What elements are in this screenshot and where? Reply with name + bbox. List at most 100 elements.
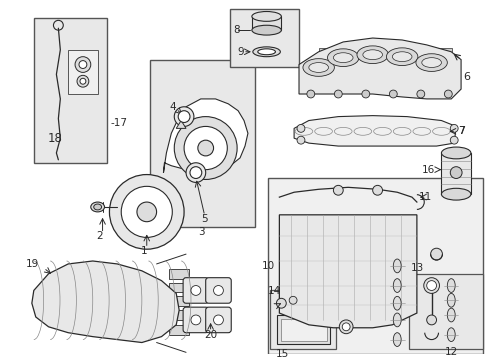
Text: -17: -17	[110, 118, 127, 129]
Bar	[68, 50, 98, 94]
Circle shape	[296, 125, 305, 132]
Circle shape	[342, 323, 349, 331]
Ellipse shape	[386, 48, 417, 66]
Text: 1: 1	[140, 246, 147, 256]
Circle shape	[306, 90, 314, 98]
Ellipse shape	[251, 12, 281, 21]
Ellipse shape	[391, 52, 411, 62]
Circle shape	[288, 296, 296, 304]
Bar	[441, 153, 470, 194]
Polygon shape	[298, 38, 460, 99]
Bar	[269, 291, 336, 350]
Circle shape	[178, 111, 190, 122]
Ellipse shape	[392, 333, 400, 346]
Ellipse shape	[441, 188, 470, 200]
Circle shape	[423, 278, 439, 293]
FancyBboxPatch shape	[205, 307, 231, 333]
Circle shape	[137, 202, 156, 222]
Circle shape	[333, 185, 343, 195]
Ellipse shape	[257, 49, 275, 55]
Bar	[436, 48, 451, 67]
Circle shape	[449, 125, 457, 132]
Ellipse shape	[392, 296, 400, 310]
Ellipse shape	[362, 50, 382, 60]
Circle shape	[109, 175, 183, 249]
Text: 4: 4	[169, 102, 176, 112]
Bar	[169, 269, 189, 279]
Bar	[251, 17, 281, 30]
Circle shape	[77, 75, 89, 87]
Circle shape	[276, 298, 285, 308]
Circle shape	[426, 281, 436, 291]
Bar	[169, 310, 189, 320]
Bar	[377, 48, 392, 67]
Polygon shape	[279, 215, 416, 328]
Ellipse shape	[356, 46, 387, 64]
Ellipse shape	[91, 202, 104, 212]
Circle shape	[372, 185, 382, 195]
Ellipse shape	[94, 204, 102, 210]
Ellipse shape	[333, 53, 352, 63]
Bar	[408, 274, 482, 350]
Bar	[267, 177, 482, 354]
Text: 2: 2	[96, 231, 102, 242]
Polygon shape	[293, 116, 455, 146]
Ellipse shape	[392, 313, 400, 327]
Text: 5: 5	[201, 214, 207, 224]
Ellipse shape	[421, 58, 441, 67]
Circle shape	[213, 285, 223, 295]
Circle shape	[449, 136, 457, 144]
Polygon shape	[32, 261, 179, 342]
Bar	[169, 296, 189, 306]
Circle shape	[416, 90, 424, 98]
Text: 14: 14	[267, 287, 280, 296]
Text: 8: 8	[233, 25, 239, 35]
Circle shape	[191, 285, 201, 295]
Circle shape	[296, 136, 305, 144]
Bar	[34, 18, 107, 163]
Ellipse shape	[303, 59, 334, 76]
Circle shape	[198, 140, 213, 156]
Ellipse shape	[252, 47, 280, 57]
Ellipse shape	[447, 308, 454, 322]
Ellipse shape	[308, 63, 328, 72]
Bar	[406, 48, 422, 67]
Bar	[149, 60, 254, 226]
Circle shape	[430, 248, 442, 260]
Bar	[318, 48, 334, 67]
Ellipse shape	[415, 54, 447, 71]
Bar	[347, 48, 363, 67]
Bar	[281, 319, 326, 341]
Circle shape	[388, 90, 396, 98]
Circle shape	[339, 320, 352, 334]
Text: 10: 10	[261, 261, 274, 271]
Ellipse shape	[251, 25, 281, 35]
Text: 15: 15	[275, 349, 288, 359]
Circle shape	[449, 167, 461, 179]
Polygon shape	[163, 99, 247, 172]
Ellipse shape	[447, 293, 454, 307]
Circle shape	[444, 90, 451, 98]
Circle shape	[121, 186, 172, 237]
Text: 11: 11	[418, 192, 431, 202]
Circle shape	[190, 167, 202, 179]
Bar	[230, 9, 298, 67]
Ellipse shape	[392, 279, 400, 292]
Ellipse shape	[392, 259, 400, 273]
Circle shape	[361, 90, 369, 98]
Bar	[277, 315, 330, 345]
Circle shape	[213, 315, 223, 325]
FancyBboxPatch shape	[205, 278, 231, 303]
Text: 7: 7	[457, 126, 464, 136]
Circle shape	[183, 126, 227, 170]
FancyBboxPatch shape	[183, 307, 208, 333]
Bar	[169, 325, 189, 335]
Text: 16: 16	[421, 165, 434, 175]
Text: 3: 3	[198, 226, 204, 237]
Ellipse shape	[327, 49, 358, 67]
Circle shape	[185, 163, 205, 183]
Text: 20: 20	[203, 330, 217, 340]
Text: 7: 7	[457, 126, 464, 136]
Circle shape	[174, 107, 194, 126]
Circle shape	[191, 315, 201, 325]
